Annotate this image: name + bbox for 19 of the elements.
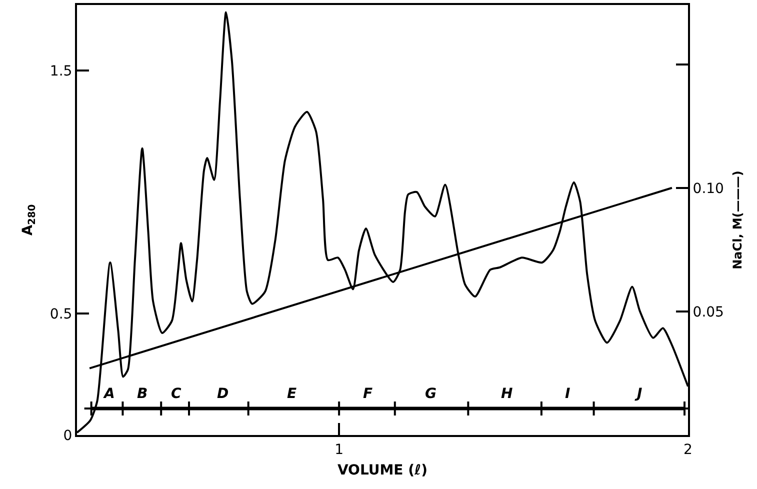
- annotation: H: [501, 386, 513, 402]
- y2-tick-label: 0.05: [692, 304, 724, 320]
- y2-tick-label: 0.10: [692, 180, 724, 197]
- y-tick-label: 0.5: [50, 306, 72, 322]
- y2-axis-title: NaCl, M(———): [730, 170, 744, 270]
- annotation: G: [425, 386, 436, 402]
- x-tick-label: 1: [334, 442, 344, 458]
- x-tick-label: 2: [684, 442, 692, 458]
- x-axis-title: VOLUME (ℓ): [337, 462, 428, 479]
- annotation: A: [103, 386, 115, 402]
- y-tick-label: 1.5: [50, 63, 72, 80]
- annotation: B: [137, 386, 148, 402]
- annotation: J: [634, 386, 642, 402]
- annotation: F: [363, 386, 373, 402]
- annotation: I: [565, 386, 570, 402]
- annotation: C: [171, 386, 182, 402]
- annotation: E: [287, 386, 297, 402]
- annotation: D: [217, 386, 229, 402]
- y-tick-label: 0: [63, 428, 72, 444]
